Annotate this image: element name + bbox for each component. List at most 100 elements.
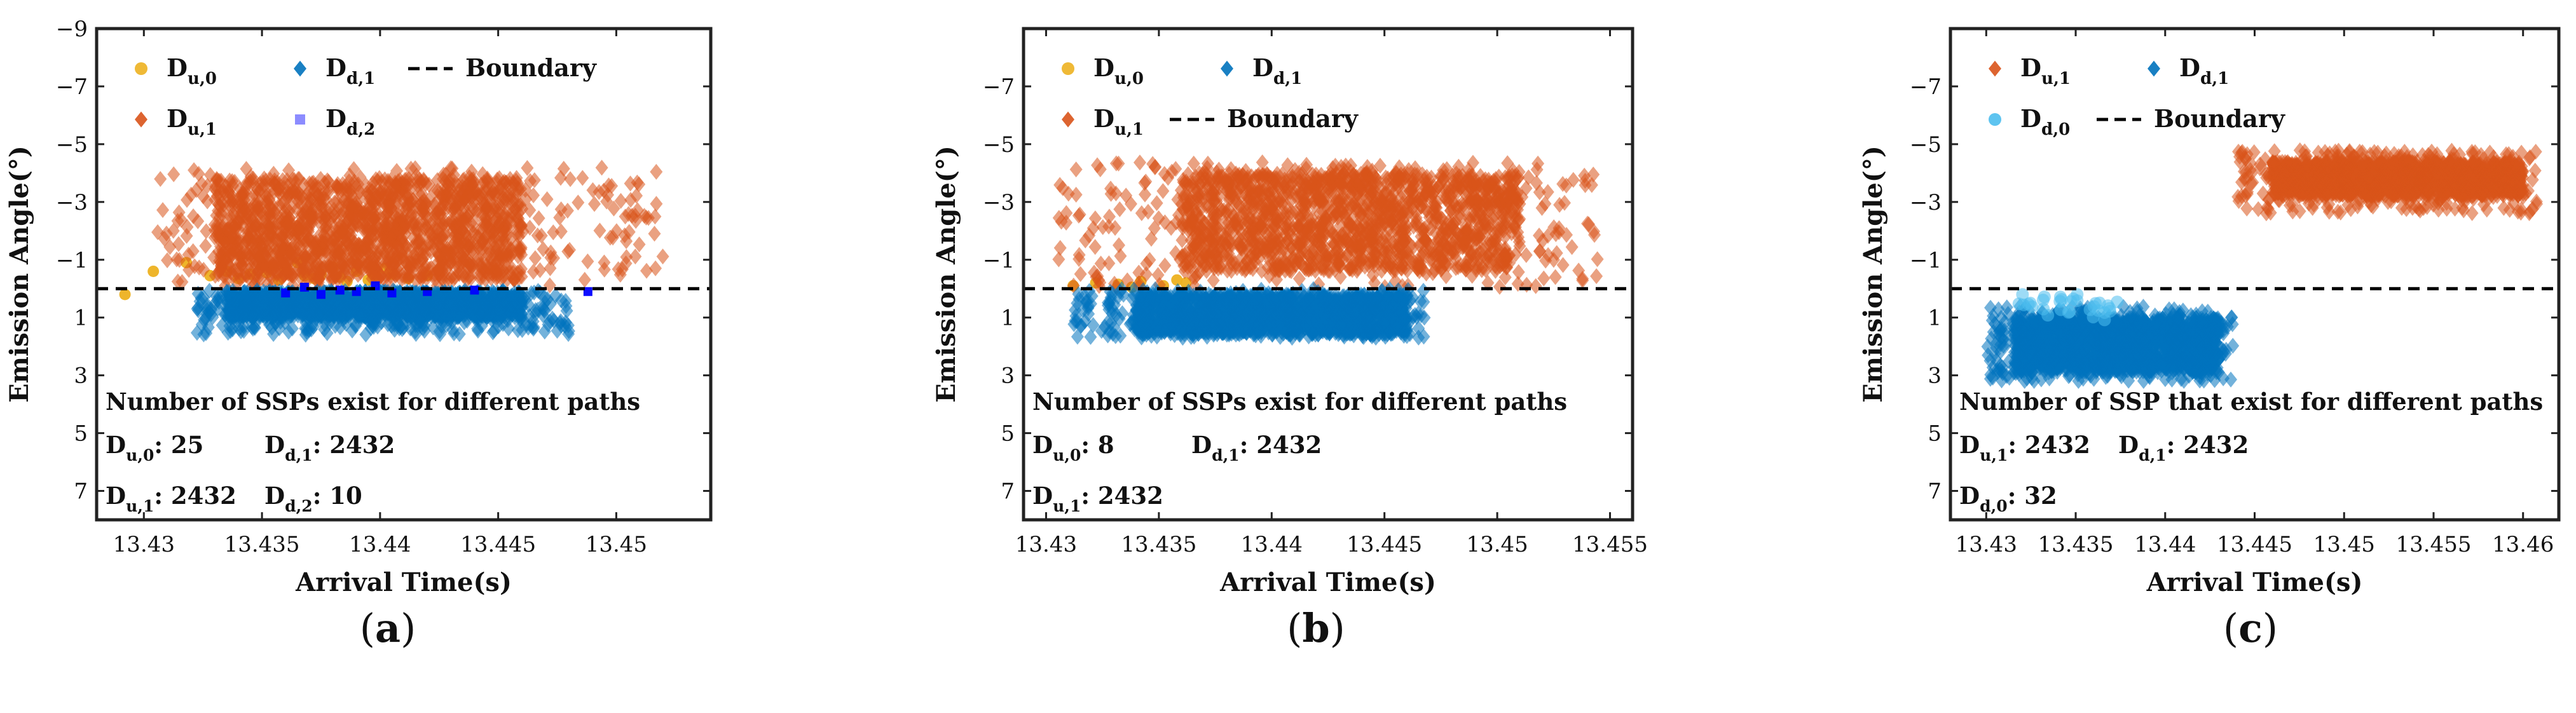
data-point xyxy=(217,245,230,261)
y-tick-label: −5 xyxy=(56,132,88,158)
data-point xyxy=(1079,232,1092,248)
data-point xyxy=(237,186,250,202)
data-point xyxy=(481,308,495,325)
annotation-count: Du,0: 25 xyxy=(106,431,203,465)
data-point xyxy=(1114,248,1127,264)
data-point xyxy=(408,253,421,269)
data-point xyxy=(160,226,173,242)
data-point xyxy=(1187,155,1200,172)
data-point xyxy=(216,231,230,248)
data-point xyxy=(435,200,449,216)
data-point xyxy=(226,173,239,189)
data-point xyxy=(387,289,397,298)
data-point xyxy=(1133,154,1146,171)
data-point xyxy=(431,262,444,279)
data-point xyxy=(361,233,374,250)
data-point xyxy=(214,262,227,279)
annotation-count: Dd,2: 10 xyxy=(264,482,362,515)
data-point xyxy=(471,309,484,326)
data-point xyxy=(437,184,450,201)
data-point xyxy=(204,306,217,322)
data-point xyxy=(581,253,594,269)
data-point xyxy=(250,196,264,212)
annotation-count: Du,1: 2432 xyxy=(106,482,236,515)
data-point xyxy=(505,287,519,304)
data-point xyxy=(1113,201,1127,217)
data-point xyxy=(202,319,215,336)
data-point xyxy=(551,322,564,339)
data-point xyxy=(554,170,567,186)
data-point xyxy=(1139,186,1152,203)
data-point xyxy=(464,173,477,190)
legend-marker xyxy=(135,62,147,75)
data-point xyxy=(512,240,526,256)
data-point xyxy=(398,269,411,285)
data-point xyxy=(547,224,560,241)
data-point xyxy=(390,163,404,179)
data-point xyxy=(521,160,534,176)
data-point xyxy=(519,182,532,198)
data-point xyxy=(440,271,453,288)
data-point xyxy=(629,207,642,224)
data-point xyxy=(578,271,591,288)
legend-label: Du,0 xyxy=(167,53,217,88)
data-point xyxy=(224,260,237,276)
data-point xyxy=(156,202,170,219)
data-point xyxy=(239,297,252,313)
data-point xyxy=(349,316,362,333)
data-point xyxy=(648,226,661,242)
y-tick-label: 1 xyxy=(74,306,88,331)
data-point xyxy=(1539,252,1552,269)
data-point xyxy=(542,316,555,333)
data-point xyxy=(656,248,669,265)
data-point xyxy=(1102,208,1116,225)
data-point xyxy=(495,287,509,303)
data-point xyxy=(261,231,274,248)
data-point xyxy=(367,261,381,277)
data-point xyxy=(182,247,195,263)
data-point xyxy=(1181,187,1194,203)
data-point xyxy=(381,178,395,194)
data-point xyxy=(465,163,478,180)
data-point xyxy=(282,162,296,179)
data-point xyxy=(523,219,537,236)
data-point xyxy=(386,255,399,271)
data-point xyxy=(361,300,374,316)
data-point xyxy=(224,323,237,339)
data-point xyxy=(187,208,200,224)
data-point xyxy=(467,201,481,217)
data-point xyxy=(347,161,360,177)
data-point xyxy=(600,193,613,210)
data-point xyxy=(352,267,365,283)
data-point xyxy=(614,193,627,209)
data-point xyxy=(458,191,472,208)
data-point xyxy=(633,176,646,193)
data-point xyxy=(587,196,601,212)
y-tick-label: −7 xyxy=(56,74,88,100)
data-point xyxy=(377,227,390,244)
data-point xyxy=(416,320,430,337)
data-point xyxy=(315,199,328,215)
data-point xyxy=(167,166,181,182)
data-point xyxy=(389,268,402,284)
data-point xyxy=(1073,206,1086,222)
data-point xyxy=(313,301,326,318)
data-point xyxy=(499,174,512,191)
data-point xyxy=(278,257,292,273)
data-point xyxy=(397,248,410,265)
data-point xyxy=(505,189,519,205)
data-point xyxy=(464,270,477,287)
data-point xyxy=(1102,255,1116,271)
data-point xyxy=(188,162,201,179)
data-point xyxy=(533,262,547,278)
data-point xyxy=(427,308,441,324)
data-point xyxy=(395,232,408,248)
plot-area xyxy=(1052,154,1604,346)
data-point xyxy=(1069,161,1083,178)
data-point xyxy=(528,250,542,266)
data-point xyxy=(173,252,186,268)
data-point xyxy=(1171,274,1183,286)
data-point xyxy=(489,255,502,271)
data-point xyxy=(175,274,189,290)
